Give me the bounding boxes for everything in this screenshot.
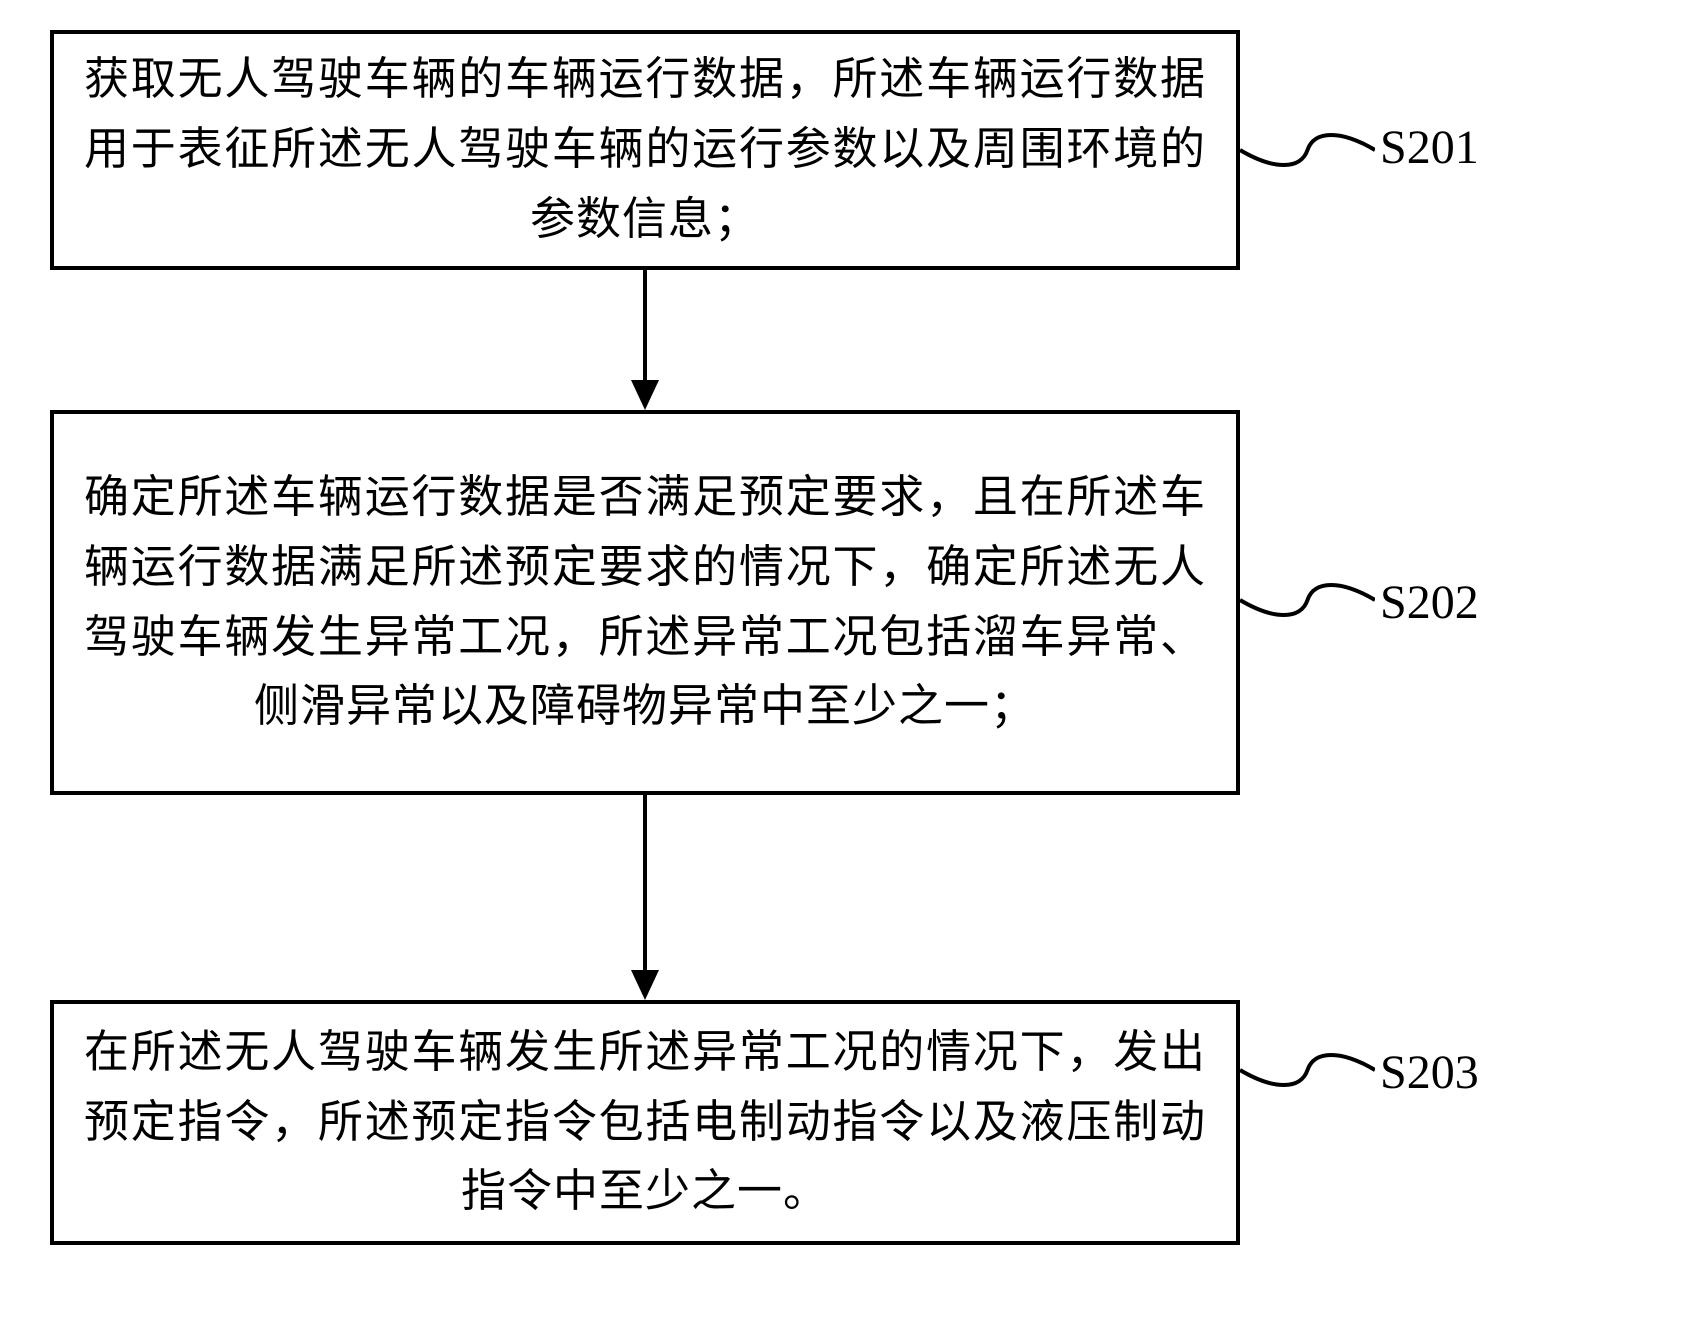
flowchart-arrow-line — [643, 270, 647, 380]
step-label-S202: S202 — [1380, 575, 1479, 630]
flowchart-node-text-n1: 获取无人驾驶车辆的车辆运行数据，所述车辆运行数据用于表征所述无人驾驶车辆的运行参… — [54, 45, 1236, 254]
flowchart-arrow-line — [643, 795, 647, 970]
flowchart-node-n2: 确定所述车辆运行数据是否满足预定要求，且在所述车辆运行数据满足所述预定要求的情况… — [50, 410, 1240, 795]
connector-curve-S202 — [1240, 565, 1375, 635]
connector-curve-S201 — [1240, 115, 1375, 185]
flowchart-node-n1: 获取无人驾驶车辆的车辆运行数据，所述车辆运行数据用于表征所述无人驾驶车辆的运行参… — [50, 30, 1240, 270]
step-label-S203: S203 — [1380, 1045, 1479, 1100]
flowchart-node-n3: 在所述无人驾驶车辆发生所述异常工况的情况下，发出预定指令，所述预定指令包括电制动… — [50, 1000, 1240, 1245]
flowchart-arrow-head — [631, 380, 659, 413]
flowchart-node-text-n2: 确定所述车辆运行数据是否满足预定要求，且在所述车辆运行数据满足所述预定要求的情况… — [54, 463, 1236, 742]
connector-curve-S203 — [1240, 1035, 1375, 1105]
flowchart-arrow-head — [631, 970, 659, 1003]
step-label-S201: S201 — [1380, 120, 1479, 175]
flowchart-node-text-n3: 在所述无人驾驶车辆发生所述异常工况的情况下，发出预定指令，所述预定指令包括电制动… — [54, 1018, 1236, 1227]
